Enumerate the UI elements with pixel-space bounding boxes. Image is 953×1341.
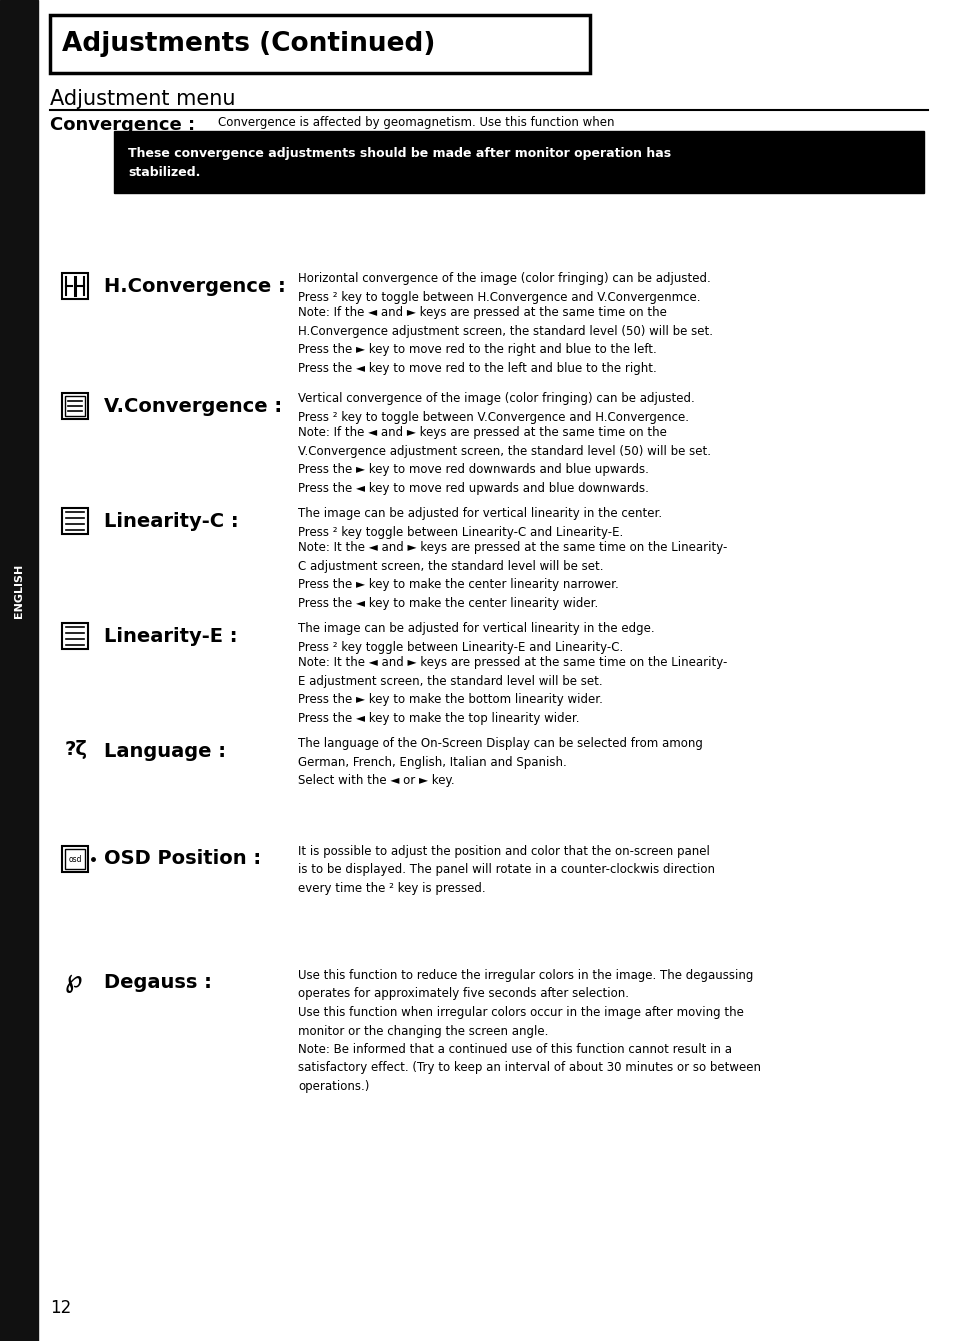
Text: ENGLISH: ENGLISH	[14, 563, 24, 618]
Text: Convergence is affected by geomagnetism. Use this function when
convergence erro: Convergence is affected by geomagnetism.…	[218, 117, 661, 166]
Text: Adjustment menu: Adjustment menu	[50, 89, 235, 109]
Text: Language :: Language :	[104, 742, 226, 760]
Text: Use this function to reduce the irregular colors in the image. The degaussing
op: Use this function to reduce the irregula…	[297, 970, 760, 1093]
Text: The image can be adjusted for vertical linearity in the center.
Press ² key togg: The image can be adjusted for vertical l…	[297, 507, 661, 539]
Bar	[62, 508, 88, 534]
Text: Horizontal convergence of the image (color fringing) can be adjusted.
Press ² ke: Horizontal convergence of the image (col…	[297, 272, 710, 303]
Bar	[62, 846, 88, 872]
Text: ?ζ: ?ζ	[65, 739, 88, 759]
Text: Vertical convergence of the image (color fringing) can be adjusted.
Press ² key : Vertical convergence of the image (color…	[297, 392, 694, 424]
Text: Note: It the ◄ and ► keys are pressed at the same time on the Linearity-
C adjus: Note: It the ◄ and ► keys are pressed at…	[297, 540, 726, 610]
Text: Convergence :: Convergence :	[50, 117, 195, 134]
Text: 12: 12	[50, 1299, 71, 1317]
Text: Note: It the ◄ and ► keys are pressed at the same time on the Linearity-
E adjus: Note: It the ◄ and ► keys are pressed at…	[297, 656, 726, 724]
Text: Linearity-E :: Linearity-E :	[104, 626, 237, 645]
Text: ℘: ℘	[65, 970, 82, 992]
Bar	[62, 393, 88, 418]
Text: Linearity-C :: Linearity-C :	[104, 511, 238, 531]
Text: Degauss :: Degauss :	[104, 974, 212, 992]
Text: These convergence adjustments should be made after monitor operation has
stabili: These convergence adjustments should be …	[128, 148, 670, 178]
Text: The image can be adjusted for vertical linearity in the edge.
Press ² key toggle: The image can be adjusted for vertical l…	[297, 622, 654, 653]
Text: V.Convergence :: V.Convergence :	[104, 397, 282, 416]
Bar	[0, 0, 38, 1341]
Text: It is possible to adjust the position and color that the on-screen panel
is to b: It is possible to adjust the position an…	[297, 845, 714, 894]
Text: The language of the On-Screen Display can be selected from among
German, French,: The language of the On-Screen Display ca…	[297, 738, 702, 787]
Text: osd: osd	[69, 854, 82, 864]
Bar	[62, 274, 88, 299]
Bar	[50, 15, 589, 72]
Bar	[65, 396, 85, 416]
Text: OSD Position :: OSD Position :	[104, 849, 261, 869]
Bar	[62, 624, 88, 649]
Text: Note: If the ◄ and ► keys are pressed at the same time on the
V.Convergence adju: Note: If the ◄ and ► keys are pressed at…	[297, 426, 710, 495]
Text: Note: If the ◄ and ► keys are pressed at the same time on the
H.Convergence adju: Note: If the ◄ and ► keys are pressed at…	[297, 306, 712, 374]
Bar	[113, 131, 923, 193]
Text: H.Convergence :: H.Convergence :	[104, 276, 286, 295]
Bar	[65, 849, 85, 869]
Text: Adjustments (Continued): Adjustments (Continued)	[62, 31, 435, 58]
